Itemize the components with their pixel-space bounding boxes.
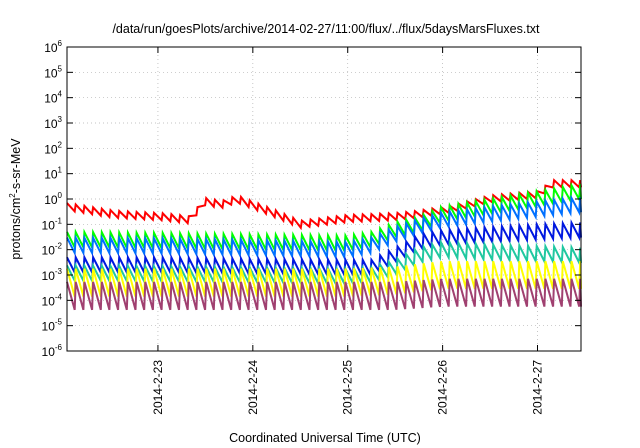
y-tick-label: 104 [44, 90, 62, 106]
y-tick-label: 10-6 [42, 343, 63, 359]
y-tick-label: 10-2 [42, 242, 63, 258]
x-tick-label: 2014-2-26 [436, 360, 450, 415]
x-tick-label: 2014-2-23 [151, 360, 165, 415]
y-tick-label: 103 [44, 115, 62, 131]
chart-title: /data/run/goesPlots/archive/2014-02-27/1… [112, 22, 540, 36]
x-tick-label: 2014-2-25 [341, 360, 355, 415]
y-tick-label: 102 [44, 140, 62, 156]
y-tick-label: 10-5 [42, 318, 63, 334]
series-line [66, 178, 582, 231]
y-tick-labels: 10-6 10-5 10-4 10-3 10-2 10-1 100 101 102 103 104 1… [42, 39, 63, 359]
x-tick-label: 2014-2-24 [246, 360, 260, 415]
y-tick-label: 100 [44, 191, 62, 207]
axis-ticks [67, 46, 581, 352]
series-lines [66, 178, 582, 311]
series-line [66, 194, 582, 261]
y-tick-label: 101 [44, 166, 62, 182]
y-tick-label: 105 [44, 64, 62, 80]
x-tick-labels: 2014-2-23 2014-2-24 2014-2-25 2014-2-26 2014… [151, 360, 545, 415]
y-tick-label: 10-3 [42, 267, 63, 283]
y-tick-label: 10-1 [42, 216, 63, 232]
y-tick-label: 106 [44, 39, 62, 55]
x-tick-label: 2014-2-27 [531, 360, 545, 415]
series-line [66, 278, 582, 311]
y-tick-label: 10-4 [42, 292, 63, 308]
x-axis-label: Coordinated Universal Time (UTC) [229, 431, 421, 445]
y-axis-label: protons/cm2-s-sr-MeV [8, 138, 23, 260]
